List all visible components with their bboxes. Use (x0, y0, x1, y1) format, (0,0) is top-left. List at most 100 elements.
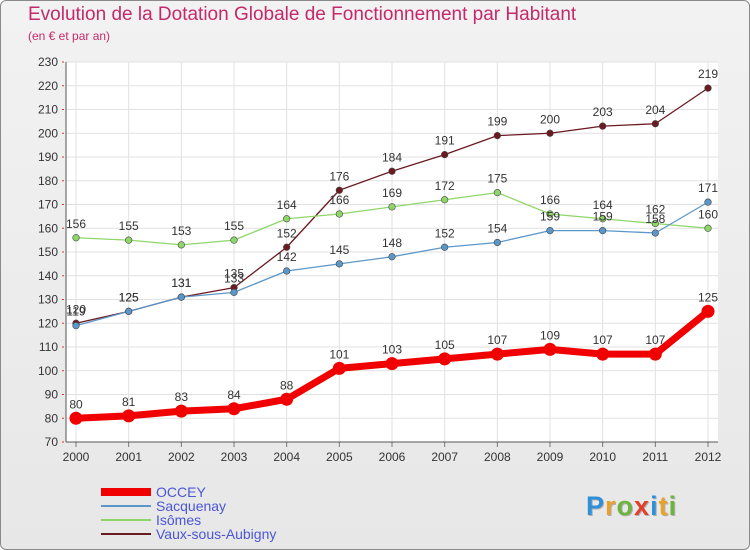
data-label-vaux-sous-aubigny: 204 (645, 103, 665, 117)
data-label-occey: 83 (175, 390, 189, 404)
data-label-isomes: 155 (224, 219, 244, 233)
data-point-isomes (388, 203, 396, 211)
data-label-occey: 107 (487, 333, 507, 347)
data-label-layer: 120 125 131 135 152 176 184 191 199 200 203 204 219 1… (66, 67, 718, 411)
data-label-vaux-sous-aubigny: 184 (382, 150, 402, 164)
data-point-isomes (335, 210, 343, 218)
data-label-vaux-sous-aubigny: 176 (329, 169, 349, 183)
data-label-occey: 81 (122, 395, 136, 409)
data-label-sacquenay: 159 (593, 210, 613, 224)
data-point-sacquenay (125, 307, 133, 315)
y-tick-label: 130 (38, 293, 58, 307)
series-layer (69, 84, 715, 425)
logo-letter: t (658, 491, 669, 521)
data-point-isomes (177, 241, 185, 249)
data-label-isomes: 162 (645, 203, 665, 217)
x-tick-label: 2001 (115, 450, 142, 464)
data-point-sacquenay (230, 288, 238, 296)
data-label-isomes: 164 (277, 198, 297, 212)
data-label-sacquenay: 148 (382, 236, 402, 250)
x-tick-label: 2005 (326, 450, 353, 464)
data-label-sacquenay: 119 (66, 305, 85, 319)
data-label-vaux-sous-aubigny: 199 (487, 115, 507, 129)
y-tick-label: 120 (38, 316, 58, 330)
series-isomes (72, 189, 712, 249)
y-tick-label: 110 (39, 340, 58, 354)
data-point-isomes (704, 224, 712, 232)
data-point-sacquenay (599, 227, 607, 235)
logo-letter: P (586, 491, 606, 521)
data-label-sacquenay: 133 (224, 271, 244, 285)
data-label-vaux-sous-aubigny: 131 (171, 276, 191, 290)
legend-swatch-sacquenay (101, 505, 151, 507)
data-label-isomes: 175 (487, 172, 507, 186)
data-point-occey (490, 347, 504, 361)
legend-swatch-isomes (101, 519, 151, 521)
data-point-occey (543, 342, 557, 356)
y-tick-label: 180 (38, 174, 58, 188)
data-label-occey: 80 (69, 397, 83, 411)
logo-letter: i (650, 491, 659, 521)
data-point-occey (438, 352, 452, 366)
data-label-sacquenay: 171 (698, 181, 718, 195)
legend-swatch-vaux-sous-aubigny (101, 533, 151, 535)
data-point-vaux-sous-aubigny (493, 132, 501, 140)
data-point-vaux-sous-aubigny (388, 167, 396, 175)
x-tick-label: 2010 (589, 450, 616, 464)
data-point-vaux-sous-aubigny (335, 186, 343, 194)
data-point-vaux-sous-aubigny (651, 120, 659, 128)
y-tick-label: 170 (38, 198, 58, 212)
axis-layer: 7080901001101201301401501601701801902002… (38, 55, 722, 464)
proxiti-logo: Proxiti (586, 491, 677, 522)
data-label-isomes: 155 (119, 219, 139, 233)
chart-subtitle: (en € et par an) (28, 29, 111, 43)
legend-swatch-occey (101, 488, 151, 496)
x-tick-label: 2004 (273, 450, 300, 464)
y-tick-label: 160 (38, 221, 58, 235)
data-label-occey: 109 (540, 328, 560, 342)
data-point-occey (332, 361, 346, 375)
data-label-isomes: 164 (593, 198, 613, 212)
x-tick-label: 2008 (484, 450, 511, 464)
logo-letter: i (668, 491, 678, 521)
data-label-occey: 107 (593, 333, 613, 347)
y-tick-label: 150 (38, 245, 58, 259)
data-label-sacquenay: 142 (277, 250, 297, 264)
legend-label-occey: OCCEY (156, 484, 206, 500)
data-point-vaux-sous-aubigny (546, 129, 554, 137)
logo-letter: o (616, 491, 635, 521)
data-point-isomes (230, 236, 238, 244)
data-point-isomes (599, 215, 607, 223)
logo-letter: r (605, 491, 617, 521)
data-label-sacquenay: 131 (171, 276, 191, 290)
y-tick-label: 230 (38, 55, 58, 69)
x-tick-label: 2011 (642, 450, 668, 464)
legend-label-sacquenay: Sacquenay (156, 498, 227, 514)
data-point-occey (69, 411, 83, 425)
y-tick-label: 190 (38, 150, 58, 164)
data-label-isomes: 166 (540, 193, 560, 207)
data-label-sacquenay: 145 (329, 243, 349, 257)
data-label-sacquenay: 158 (645, 212, 665, 226)
data-point-occey (596, 347, 610, 361)
y-tick-label: 80 (45, 411, 59, 425)
legend-label-vaux-sous-aubigny: Vaux-sous-Aubigny (156, 526, 277, 542)
data-label-isomes: 169 (382, 186, 402, 200)
data-label-vaux-sous-aubigny: 191 (435, 134, 455, 148)
data-point-sacquenay (546, 227, 554, 235)
legend-label-isomes: Isômes (156, 512, 202, 528)
data-label-isomes: 166 (329, 193, 349, 207)
data-label-occey: 88 (280, 378, 294, 392)
logo-letter: x (634, 491, 651, 521)
data-point-isomes (441, 196, 449, 204)
data-point-sacquenay (283, 267, 291, 275)
data-point-sacquenay (388, 253, 396, 261)
y-tick-label: 90 (45, 388, 59, 402)
x-tick-label: 2003 (221, 450, 248, 464)
data-point-sacquenay (704, 198, 712, 206)
data-label-isomes: 156 (66, 217, 86, 231)
data-label-isomes: 172 (435, 179, 455, 193)
grid-layer (66, 61, 718, 442)
